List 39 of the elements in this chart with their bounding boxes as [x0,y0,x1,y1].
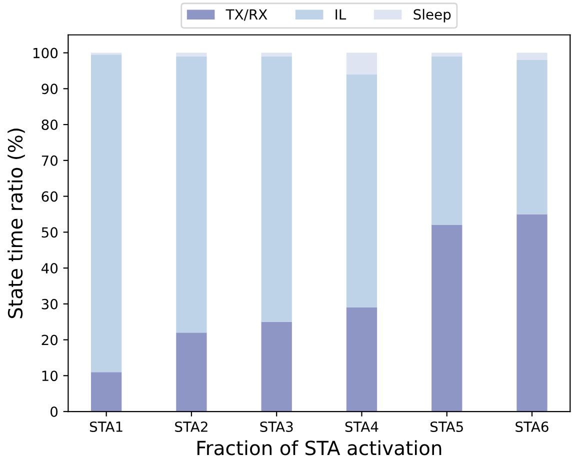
bar [91,54,122,372]
bar [261,56,292,322]
legend-label: Sleep [414,8,451,22]
bar [91,372,122,412]
bar [346,308,378,412]
y-tick-label: 20 [42,334,58,346]
legend-label: IL [336,9,346,20]
x-tick-label: STA4 [345,421,378,432]
y-tick-label: 30 [42,298,58,310]
bar [516,214,548,412]
x-axis-title: Fraction of STA activation [197,440,442,456]
y-tick-label: 10 [42,370,58,382]
y-tick-label: 60 [42,191,58,202]
y-tick-label: 70 [42,155,58,166]
y-tick-label: 90 [42,84,58,94]
bar [261,322,292,412]
bar [432,224,462,412]
bar [176,332,207,412]
bar [346,52,378,74]
bar [516,60,548,214]
bar [176,52,207,56]
bar [176,56,207,333]
x-tick-label: STA6 [516,421,548,432]
y-tick-label: 0 [50,406,58,417]
bar [346,74,378,308]
bar [432,52,462,56]
y-tick-label: 100 [33,48,58,58]
bar [516,52,548,60]
bar [261,52,292,56]
bar [432,56,462,225]
x-tick-label: STA1 [90,421,122,432]
y-tick-label: 80 [42,120,58,130]
legend-label: TX/RX [226,9,268,21]
x-tick-label: STA3 [260,421,293,432]
x-tick-label: STA2 [175,421,208,432]
y-axis-title: State time ratio (%) [8,128,25,318]
y-tick-label: 50 [42,227,58,238]
y-tick-label: 40 [41,263,58,274]
x-tick-label: STA5 [430,421,463,432]
